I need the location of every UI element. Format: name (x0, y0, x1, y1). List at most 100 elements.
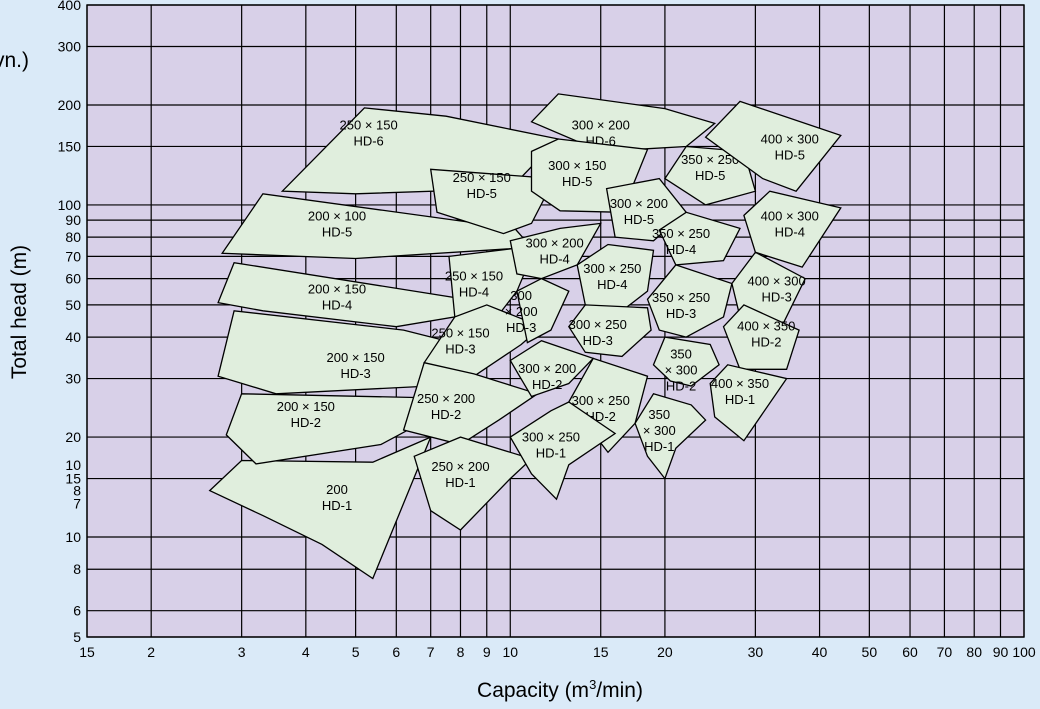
x-tick-label: 80 (966, 644, 982, 660)
pump-region-label: 400 × 300 (748, 274, 806, 289)
pump-region-label: 350 × 250 (652, 226, 710, 241)
pump-region-label: HD-4 (775, 224, 805, 239)
clipped-unit-fragment: vn.) (0, 49, 30, 72)
x-tick-label: 7 (427, 644, 435, 660)
pump-region-shape (652, 336, 720, 387)
y-tick-labels: 5681015203040506070809010015020030040010… (58, 0, 82, 645)
y-tick-label: 8 (73, 483, 81, 499)
pump-region-label: 250 × 200 (431, 459, 489, 474)
pump-region-label: × 300 (643, 423, 676, 438)
pump-region-label: HD-5 (695, 168, 725, 183)
x-tick-label: 5 (352, 644, 360, 660)
pump-region-shape (658, 211, 741, 266)
x-tick-label: 9 (483, 644, 491, 660)
pump-region-shape (568, 304, 652, 358)
pump-region-shape (646, 264, 733, 338)
x-axis-title-tail: /min) (596, 679, 643, 702)
x-tick-label: 6 (392, 644, 400, 660)
pump-region-label: HD-2 (291, 415, 321, 430)
pump-region-label: HD-2 (532, 377, 562, 392)
pump-region-shape (509, 401, 617, 501)
pump-region-label: 200 × 150 (277, 399, 335, 414)
pump-region-label: HD-1 (536, 445, 566, 460)
pump-region-label: 250 × 200 (417, 391, 475, 406)
y-tick-label: 10 (65, 457, 81, 473)
pump-region-label: 300 × 200 (526, 235, 584, 250)
pump-region-label: HD-4 (459, 285, 489, 300)
plot-border (86, 4, 1025, 638)
x-axis-title-superscript: 3 (589, 677, 597, 692)
x-tick-labels: 15 2 3 4 5 6 7 8 9 10 15 20 30 40 50 60 70 80 90 100 (79, 644, 1036, 660)
pump-region-label: 300 × 250 (522, 429, 580, 444)
pump-region-label: HD-2 (751, 335, 781, 350)
pump-region-label: HD-3 (666, 306, 696, 321)
pump-region-label: HD-6 (353, 134, 383, 149)
x-tick-label: 2 (147, 644, 155, 660)
pump-region-label: × 200 (505, 304, 538, 319)
x-tick-label: 70 (937, 644, 953, 660)
pump-region-label: 250 × 150 (453, 170, 511, 185)
x-tick-label: 40 (812, 644, 828, 660)
pump-region-label: 200 × 150 (308, 282, 366, 297)
pump-region-label: 300 × 150 (548, 158, 606, 173)
pump-region-label: 250 × 150 (340, 118, 398, 133)
y-tick-label: 400 (58, 0, 82, 13)
pump-region-label: HD-1 (445, 475, 475, 490)
pump-region-label: 250 × 150 (431, 326, 489, 341)
pump-region-label: 300 × 250 (583, 261, 641, 276)
pump-region-label: HD-3 (445, 342, 475, 357)
pump-region-label: HD-5 (775, 147, 805, 162)
x-tick-label: 100 (1012, 644, 1036, 660)
pump-region-shape (509, 339, 595, 398)
x-tick-label: 4 (302, 644, 310, 660)
y-tick-label: 80 (65, 229, 81, 245)
pump-region-shape (516, 277, 570, 344)
pump-region-shape (704, 100, 842, 192)
y-tick-label: 8 (73, 561, 81, 577)
pump-region-label: × 300 (665, 362, 698, 377)
pump-region-label: HD-3 (506, 320, 536, 335)
y-axis-title: Total head (m) (8, 244, 31, 380)
pump-region-label: 250 × 150 (445, 269, 503, 284)
pump-region-shape (743, 190, 842, 268)
x-tick-label: 3 (238, 644, 246, 660)
pump-region-label: 300 × 200 (518, 361, 576, 376)
y-tick-label: 100 (58, 197, 82, 213)
y-tick-label: 50 (65, 297, 81, 313)
pump-region-label: HD-2 (666, 378, 696, 393)
pump-region-label: 300 × 200 (610, 196, 668, 211)
pump-region-shape (634, 393, 707, 480)
pump-region-shape (413, 436, 533, 531)
y-tick-label: 60 (65, 271, 81, 287)
x-tick-label: 90 (993, 644, 1009, 660)
pump-region-label: 200 (326, 482, 348, 497)
pump-region-label: HD-1 (644, 439, 674, 454)
pump-region-label: HD-3 (583, 333, 613, 348)
x-tick-label: 10 (502, 644, 518, 660)
y-tick-label: 90 (65, 212, 81, 228)
x-tick-label: 50 (862, 644, 878, 660)
x-tick-label: 8 (457, 644, 465, 660)
pump-region-label: 350 (670, 346, 692, 361)
x-tick-label: 15 (79, 644, 95, 660)
pump-region-label: 300 (510, 288, 532, 303)
